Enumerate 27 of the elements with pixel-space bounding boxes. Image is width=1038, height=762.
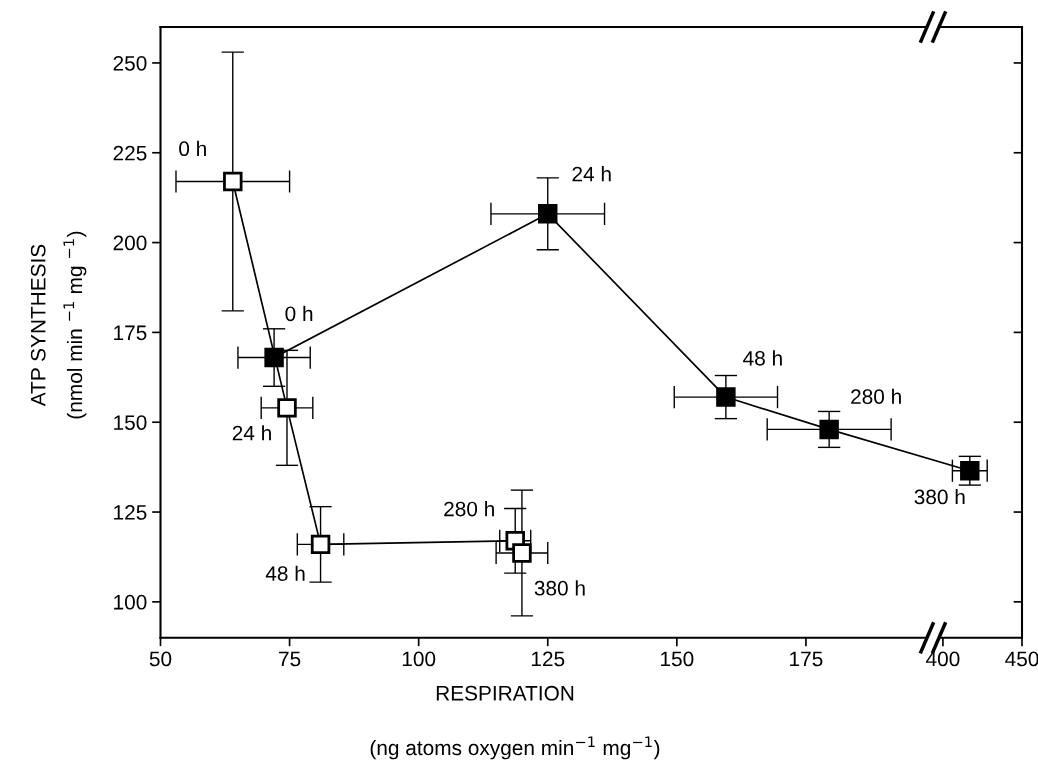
x-tick-label: 150 <box>661 651 694 667</box>
annotation: 48 h <box>265 565 305 581</box>
annotation: 0 h <box>179 140 206 157</box>
annotation: 0 h <box>285 305 313 322</box>
x-tick-label: 175 <box>790 651 823 667</box>
text: RESPIRATION (ng atoms oxygen min$^{−1}$ mg$^{−1}$) <box>370 685 660 760</box>
annotation: 24 h <box>232 425 271 441</box>
x-tick-label: 125 <box>531 651 565 667</box>
y-axis-title: ATP SYNTHESIS (nmol min $^{−1}$ mg $^{−1}$) <box>30 231 87 419</box>
y-tick-label: 225 <box>113 145 147 161</box>
x-tick-label: 450 <box>1005 651 1038 667</box>
y-tick-label: 125 <box>114 505 147 520</box>
annotation: 280 h <box>444 501 494 517</box>
y-tick-label: 200 <box>113 235 147 251</box>
annotation: 48 h <box>743 350 782 366</box>
annotation: 280 h <box>851 388 901 404</box>
annotation: 380 h <box>914 489 965 505</box>
annotation: 380 h <box>534 580 585 596</box>
x-tick-label: 400 <box>926 651 960 667</box>
y-tick-label: 175 <box>114 325 147 341</box>
y-tick-label: 100 <box>114 594 147 610</box>
x-tick-label: 50 <box>149 651 172 667</box>
y-tick-label: 250 <box>113 55 147 71</box>
x-tick-label: 75 <box>279 651 301 667</box>
y-tick-label: 150 <box>114 415 147 430</box>
x-tick-label: 100 <box>402 651 436 667</box>
annotation: 24 h <box>572 166 611 182</box>
